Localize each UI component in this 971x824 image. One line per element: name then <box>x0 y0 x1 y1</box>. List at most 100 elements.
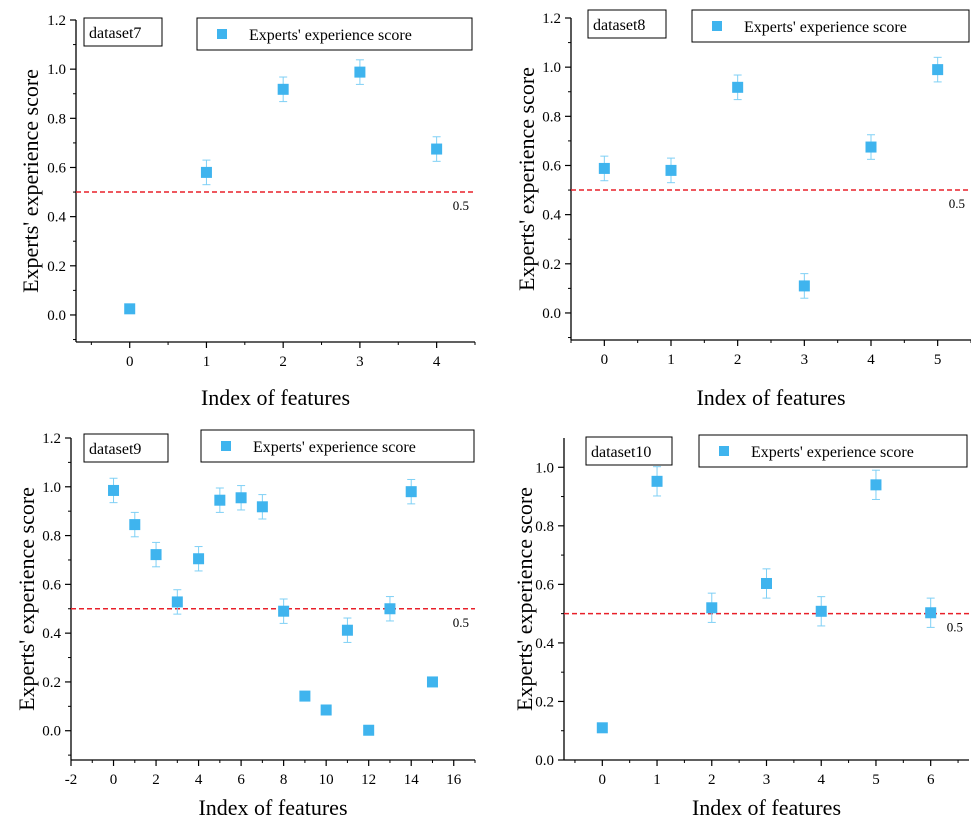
x-tick-label: 16 <box>446 772 462 788</box>
x-tick-label: 2 <box>279 354 287 370</box>
data-point <box>405 486 417 498</box>
x-tick-label: 14 <box>404 772 420 788</box>
legend-marker <box>217 29 227 39</box>
panel-dataset10: 0.0 0.2 0.4 0.6 0.8 1.0 0 1 2 3 4 5 6 0.5 dataset10 Exp… <box>512 434 969 820</box>
x-tick-label: 12 <box>361 772 376 788</box>
dataset-label-box <box>585 436 673 466</box>
y-tick-label: 1.2 <box>47 13 66 29</box>
y-tick-label: 0.4 <box>42 626 61 642</box>
x-tick-label: 2 <box>152 772 160 788</box>
data-point <box>256 501 268 513</box>
data-point <box>732 81 744 93</box>
legend-label: Experts' experience score <box>751 444 914 461</box>
y-tick-label: 0.6 <box>47 160 66 176</box>
x-tick-label: 3 <box>763 772 771 788</box>
legend-marker <box>221 441 231 451</box>
y-tick-label: 1.0 <box>42 480 61 496</box>
dataset-label: dataset8 <box>593 17 645 34</box>
data-point <box>214 494 226 506</box>
data-point <box>815 605 827 617</box>
legend-marker <box>719 446 729 456</box>
y-tick-label: 1.2 <box>542 11 561 27</box>
y-tick-label: 0.0 <box>535 753 554 769</box>
x-tick-label: 0 <box>126 354 134 370</box>
x-tick-label: 2 <box>734 352 742 368</box>
y-tick-label: 0.8 <box>535 519 554 535</box>
dataset-label-box <box>83 17 163 47</box>
y-tick-label: 0.4 <box>542 208 561 224</box>
data-point <box>925 607 937 619</box>
y-tick-label: 0.2 <box>535 694 554 710</box>
data-point <box>706 602 718 614</box>
y-tick-label: 0.2 <box>47 259 66 275</box>
panel-dataset8: 0.0 0.2 0.4 0.6 0.8 1.0 1.2 0 1 2 3 4 5 0.5 dataset8 Ex… <box>514 9 971 410</box>
y-tick-label: 0.4 <box>47 210 66 226</box>
x-tick-label: 8 <box>280 772 288 788</box>
x-tick-label: 4 <box>867 352 875 368</box>
data-point <box>277 83 289 95</box>
y-tick-label: 0.0 <box>47 308 66 324</box>
legend-box <box>196 17 473 51</box>
x-tick-label: 3 <box>801 352 809 368</box>
y-tick-label: 0.2 <box>542 257 561 273</box>
legend-box <box>200 429 475 463</box>
y-axis-title: Experts' experience score <box>514 67 539 291</box>
data-point <box>363 724 375 736</box>
data-point <box>354 66 366 78</box>
data-point <box>932 64 944 76</box>
data-point <box>108 484 120 496</box>
data-point <box>200 166 212 178</box>
data-point <box>235 492 247 504</box>
data-point <box>129 519 141 531</box>
data-point <box>299 690 311 702</box>
data-point <box>651 475 663 487</box>
dataset-label: dataset9 <box>89 441 141 458</box>
data-point <box>193 553 205 565</box>
y-tick-label: 0.0 <box>542 306 561 322</box>
data-point <box>341 624 353 636</box>
x-tick-label: 1 <box>667 352 675 368</box>
x-axis-title: Index of features <box>201 385 350 410</box>
y-tick-label: 1.0 <box>47 62 66 78</box>
x-tick-label: -2 <box>65 772 78 788</box>
data-point <box>865 141 877 153</box>
x-tick-label: 6 <box>237 772 245 788</box>
y-axis-title: Experts' experience score <box>512 487 537 711</box>
panel-dataset7: 0.0 0.2 0.4 0.6 0.8 1.0 1.2 0 1 2 3 4 0.5 dataset7 Exp… <box>18 13 476 410</box>
y-tick-label: 0.8 <box>47 111 66 127</box>
x-tick-label: 1 <box>203 354 211 370</box>
x-tick-label: 2 <box>708 772 716 788</box>
data-point <box>431 143 443 155</box>
reference-line-label: 0.5 <box>949 196 965 211</box>
dataset-label-box <box>587 9 667 39</box>
dataset-label: dataset10 <box>591 444 651 461</box>
reference-line-label: 0.5 <box>453 198 469 213</box>
y-axis-title: Experts' experience score <box>14 487 39 711</box>
legend-marker <box>712 21 722 31</box>
data-point <box>426 676 438 688</box>
data-point <box>596 722 608 734</box>
panel-dataset9: 0.0 0.2 0.4 0.6 0.8 1.0 1.2 -2 0 2 4 6 8 10 12 14 16 0.5 d… <box>14 429 476 820</box>
y-tick-label: 0.6 <box>542 158 561 174</box>
dataset-label: dataset7 <box>89 25 141 42</box>
x-axis-title: Index of features <box>696 385 845 410</box>
dataset-label-box <box>83 433 169 463</box>
y-tick-label: 0.0 <box>42 724 61 740</box>
data-point <box>665 164 677 176</box>
data-point <box>798 280 810 292</box>
data-point <box>870 479 882 491</box>
legend-label: Experts' experience score <box>744 19 907 36</box>
y-tick-label: 0.6 <box>42 577 61 593</box>
data-point <box>320 704 332 716</box>
y-tick-label: 0.8 <box>542 109 561 125</box>
y-tick-label: 1.0 <box>535 460 554 476</box>
reference-line-label: 0.5 <box>453 615 469 630</box>
y-tick-label: 0.4 <box>535 636 554 652</box>
x-tick-label: 5 <box>934 352 942 368</box>
legend-box <box>698 434 968 468</box>
x-tick-label: 10 <box>319 772 334 788</box>
y-tick-label: 1.2 <box>42 431 61 447</box>
data-point <box>598 162 610 174</box>
